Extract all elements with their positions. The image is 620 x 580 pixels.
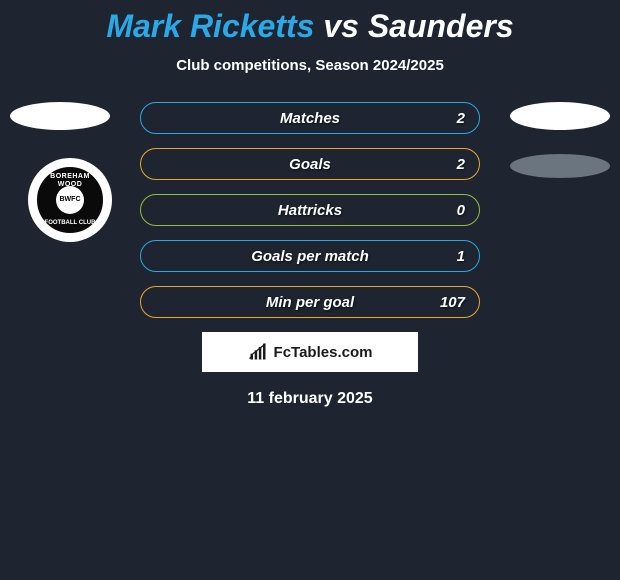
stat-label: Matches bbox=[280, 110, 340, 127]
attribution-badge: FcTables.com bbox=[202, 332, 418, 372]
stat-row-hattricks: Hattricks 0 bbox=[140, 194, 480, 226]
stat-label: Goals bbox=[289, 156, 331, 173]
decorative-ellipse-left bbox=[10, 102, 110, 130]
stat-right-value: 107 bbox=[440, 294, 465, 311]
subtitle: Club competitions, Season 2024/2025 bbox=[0, 57, 620, 74]
stat-rows: Matches 2 Goals 2 Hattricks 0 Goals per … bbox=[140, 102, 480, 318]
stats-area: BOREHAM WOOD BWFC FOOTBALL CLUB Matches … bbox=[0, 102, 620, 408]
stat-right-value: 1 bbox=[457, 248, 465, 265]
comparison-card: Mark Ricketts vs Saunders Club competiti… bbox=[0, 0, 620, 408]
date-text: 11 february 2025 bbox=[0, 390, 620, 408]
stat-row-goals-per-match: Goals per match 1 bbox=[140, 240, 480, 272]
stat-label: Goals per match bbox=[251, 248, 369, 265]
club-badge-inner: BOREHAM WOOD BWFC FOOTBALL CLUB bbox=[34, 164, 106, 236]
stat-label: Min per goal bbox=[266, 294, 354, 311]
stat-right-value: 2 bbox=[457, 110, 465, 127]
vs-text: vs bbox=[323, 8, 359, 44]
stat-right-value: 2 bbox=[457, 156, 465, 173]
stat-label: Hattricks bbox=[278, 202, 342, 219]
badge-text-top: BOREHAM WOOD bbox=[37, 173, 103, 188]
decorative-ellipse-right-1 bbox=[510, 102, 610, 130]
chart-icon bbox=[248, 342, 268, 362]
player2-name: Saunders bbox=[368, 8, 514, 44]
badge-text-bot: FOOTBALL CLUB bbox=[45, 220, 96, 227]
player1-name: Mark Ricketts bbox=[106, 8, 314, 44]
club-badge: BOREHAM WOOD BWFC FOOTBALL CLUB bbox=[28, 158, 112, 242]
page-title: Mark Ricketts vs Saunders bbox=[0, 8, 620, 45]
attribution-text: FcTables.com bbox=[274, 344, 373, 361]
stat-row-matches: Matches 2 bbox=[140, 102, 480, 134]
stat-row-min-per-goal: Min per goal 107 bbox=[140, 286, 480, 318]
decorative-ellipse-right-2 bbox=[510, 154, 610, 178]
stat-right-value: 0 bbox=[457, 202, 465, 219]
stat-row-goals: Goals 2 bbox=[140, 148, 480, 180]
badge-text-mid: BWFC bbox=[60, 196, 81, 204]
